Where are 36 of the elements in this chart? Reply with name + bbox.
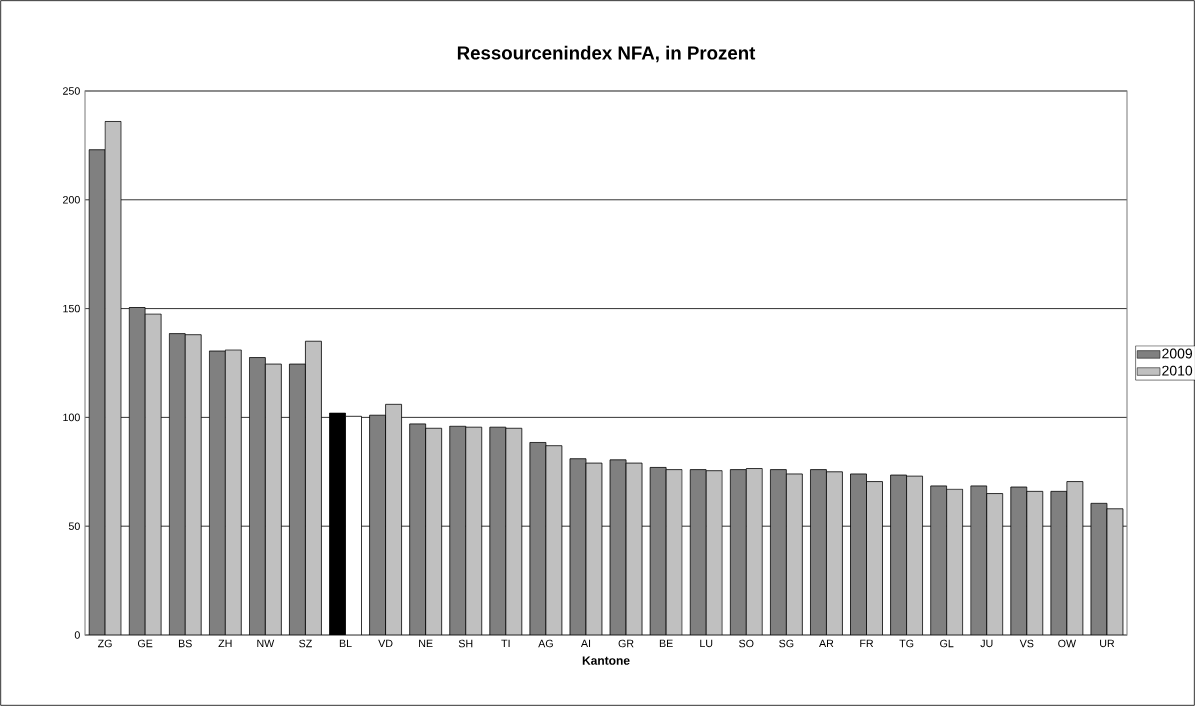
x-tick-label: UR [1100, 639, 1115, 648]
x-tick-label: BE [659, 639, 673, 648]
x-tick-label: JU [980, 639, 993, 648]
x-tick-label: OW [1058, 639, 1077, 648]
x-tick-label: TI [501, 639, 510, 648]
x-tick-label: BL [339, 639, 352, 648]
x-tick-label: AI [580, 639, 591, 648]
x-tick-label: GE [137, 639, 153, 648]
x-tick-label: NW [257, 639, 275, 648]
y-tick-label: 50 [68, 522, 80, 530]
legend-label: 2009 [1162, 348, 1193, 359]
y-tick-label: 0 [74, 631, 80, 639]
y-tick-label: 250 [63, 87, 80, 95]
y-tick-label: 200 [63, 196, 80, 204]
x-tick-label: GR [618, 639, 634, 648]
y-tick-label: 150 [63, 304, 80, 313]
x-tick-label: ZH [218, 639, 232, 648]
x-tick-label: SH [458, 639, 473, 648]
legend-label: 2010 [1162, 365, 1193, 376]
chart-title: Ressourcenindex NFA, in Prozent [457, 45, 756, 63]
x-tick-label: TG [899, 639, 914, 648]
x-tick-label: SO [739, 639, 754, 648]
x-tick-label: SG [779, 639, 794, 648]
x-tick-label: BS [178, 639, 192, 648]
x-tick-label: AG [538, 639, 553, 648]
x-tick-label: FR [860, 639, 874, 648]
x-tick-label: AR [819, 639, 834, 648]
x-tick-label: NE [419, 639, 433, 648]
x-tick-label: VD [378, 639, 393, 648]
x-tick-label: ZG [97, 639, 112, 648]
y-tick-label: 100 [63, 413, 80, 422]
x-axis-title: Kantone [582, 656, 630, 665]
x-tick-label: VS [1019, 639, 1034, 648]
x-tick-label: GL [940, 639, 954, 648]
x-tick-label: SZ [299, 639, 312, 648]
x-tick-label: LU [700, 639, 713, 648]
